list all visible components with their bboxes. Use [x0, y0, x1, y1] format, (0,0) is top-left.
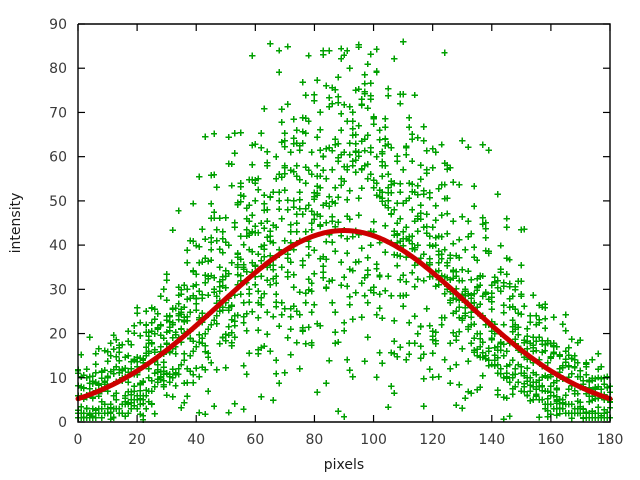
x-tick-label-140: 140	[478, 432, 505, 448]
x-tick-label-100: 100	[360, 432, 387, 448]
y-tick-label-90: 90	[49, 17, 67, 33]
y-tick-label-10: 10	[49, 371, 67, 387]
fit-line	[75, 228, 613, 402]
y-tick-label-30: 30	[49, 282, 67, 298]
y-tick-label-40: 40	[49, 238, 67, 254]
x-tick-label-120: 120	[419, 432, 446, 448]
y-tick-label-70: 70	[49, 105, 67, 121]
x-tick-label-180: 180	[597, 432, 624, 448]
y-tick-label-80: 80	[49, 61, 67, 77]
x-tick-label-60: 60	[246, 432, 264, 448]
x-tick-label-160: 160	[538, 432, 565, 448]
y-tick-label-50: 50	[49, 194, 67, 210]
x-tick-label-80: 80	[306, 432, 324, 448]
x-tick-label-40: 40	[187, 432, 205, 448]
y-tick-label-20: 20	[49, 327, 67, 343]
x-axis-title: pixels	[324, 457, 364, 473]
y-tick-label-60: 60	[49, 150, 67, 166]
y-tick-label-0: 0	[58, 415, 67, 431]
y-axis-title: intensity	[8, 193, 24, 254]
gaussian-fit-curve	[75, 228, 613, 402]
axis-labels-layer: pixels intensity	[8, 193, 364, 473]
x-tick-label-0: 0	[74, 432, 83, 448]
axes-layer: 0 10 20 30 40 50 60 70 80 90 0 20 40 60 80 100 120 140 160…	[49, 17, 623, 448]
x-tick-label-20: 20	[128, 432, 146, 448]
